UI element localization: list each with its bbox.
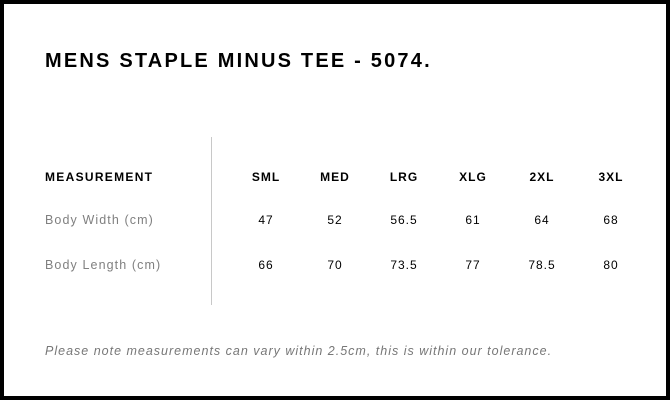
size-header: MED: [320, 170, 350, 184]
table-cell: 61: [465, 213, 481, 227]
table-cell: 52: [327, 213, 343, 227]
table-cell: 68: [603, 213, 619, 227]
row-label: Body Width (cm): [45, 213, 154, 227]
size-header: LRG: [389, 170, 419, 184]
table-cell: 47: [258, 213, 274, 227]
page-title: MENS STAPLE MINUS TEE - 5074.: [45, 50, 432, 72]
size-header: SML: [251, 170, 281, 184]
table-cell: 66: [258, 258, 274, 272]
table-cell: 77: [465, 258, 481, 272]
size-header: XLG: [459, 170, 487, 184]
size-header: 3XL: [598, 170, 624, 184]
size-header: 2XL: [529, 170, 555, 184]
table-cell: 56.5: [390, 213, 418, 227]
row-label: Body Length (cm): [45, 258, 162, 272]
measurement-header: MEASUREMENT: [45, 170, 154, 184]
table-cell: 78.5: [528, 258, 556, 272]
table-cell: 64: [534, 213, 550, 227]
table-cell: 80: [603, 258, 619, 272]
column-divider: [211, 137, 212, 305]
table-cell: 70: [327, 258, 343, 272]
table-cell: 73.5: [390, 258, 418, 272]
tolerance-note: Please note measurements can vary within…: [45, 344, 553, 358]
